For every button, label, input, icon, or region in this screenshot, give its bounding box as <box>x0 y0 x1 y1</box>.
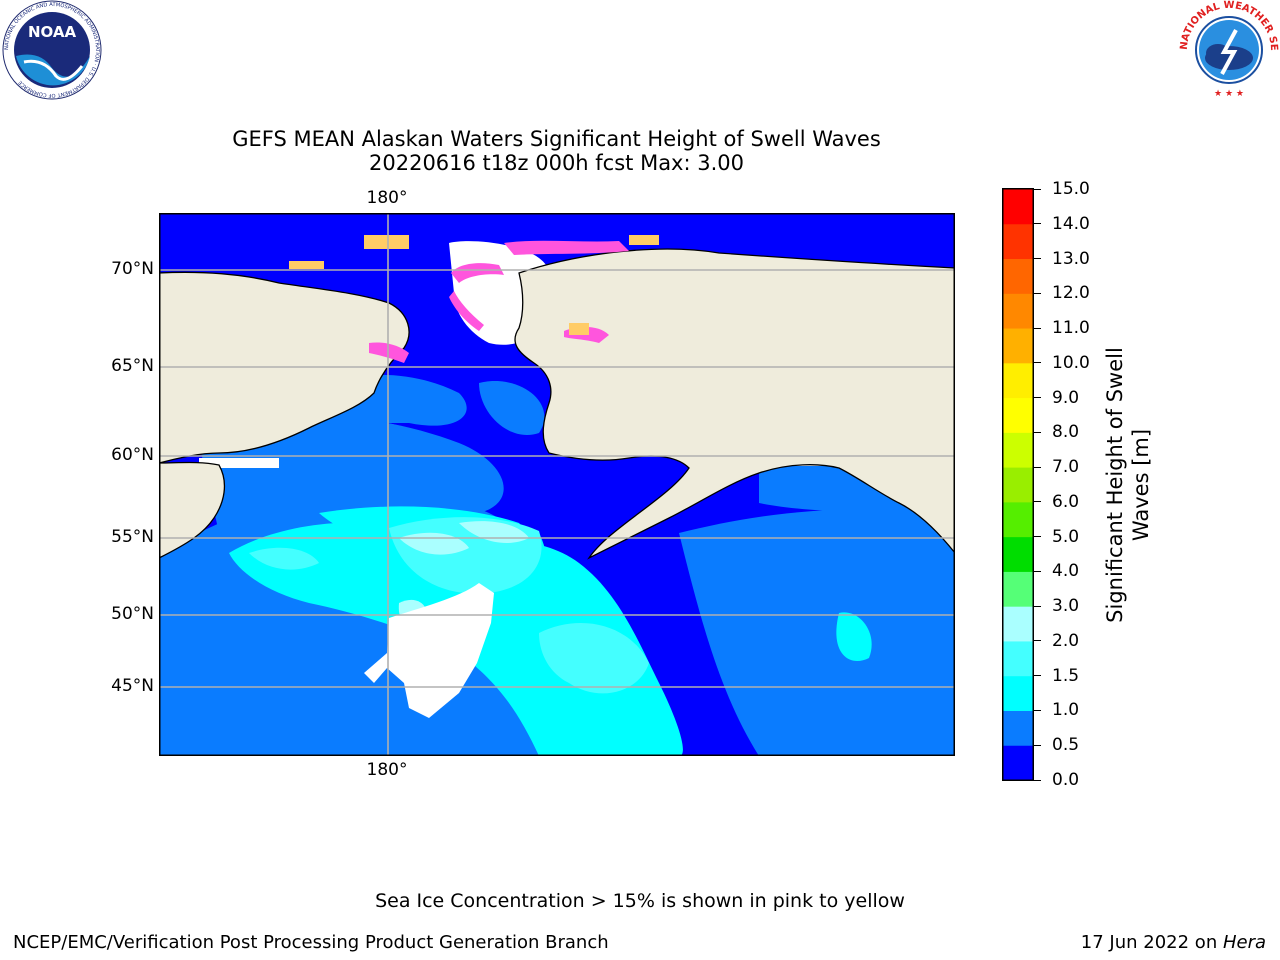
colorbar-tick-mark <box>1034 292 1041 294</box>
colorbar-segment <box>1003 467 1033 503</box>
graticule <box>159 213 955 756</box>
footer-right: 17 Jun 2022 on Hera <box>1081 932 1266 953</box>
lon-label-top: 180° <box>366 188 408 208</box>
colorbar-segment <box>1003 362 1033 399</box>
footer-left: NCEP/EMC/Verification Post Processing Pr… <box>13 932 609 953</box>
lat-label: 60°N <box>111 445 154 465</box>
title-line-1: GEFS MEAN Alaskan Waters Significant Hei… <box>232 127 881 151</box>
colorbar-tick-mark <box>1034 466 1041 468</box>
colorbar-segment <box>1003 223 1033 260</box>
map-frame <box>159 213 955 756</box>
colorbar-tick-label: 12.0 <box>1052 283 1090 304</box>
colorbar-tick-mark <box>1034 258 1041 260</box>
lat-label: 50°N <box>111 604 154 624</box>
colorbar-tick-label: 15.0 <box>1052 179 1090 199</box>
colorbar-tick-label: 11.0 <box>1052 318 1090 339</box>
colorbar-tick-label: 3.0 <box>1052 596 1080 617</box>
footer-host: Hera <box>1222 932 1266 953</box>
colorbar-frame <box>1002 188 1034 781</box>
colorbar-tick-label: 9.0 <box>1052 387 1080 408</box>
colorbar-tick-mark <box>1034 362 1041 364</box>
colorbar-segment <box>1003 328 1033 364</box>
colorbar-segment <box>1003 536 1033 572</box>
colorbar-tick-label: 2.0 <box>1052 630 1080 651</box>
colorbar-tick-mark <box>1034 501 1041 503</box>
colorbar-tick-label: 0.0 <box>1052 770 1080 790</box>
lon-label-bottom: 180° <box>366 760 408 780</box>
colorbar-tick-mark <box>1034 327 1041 329</box>
colorbar-segment <box>1003 397 1033 433</box>
colorbar-tick-label: 0.5 <box>1052 735 1080 756</box>
colorbar-segment <box>1003 640 1033 677</box>
colorbar-label: Significant Height of Swell Waves [m] <box>1103 347 1153 623</box>
title-line-2: 20220616 t18z 000h fcst Max: 3.00 <box>369 151 744 175</box>
colorbar-segment <box>1003 675 1033 711</box>
colorbar-tick-label: 13.0 <box>1052 248 1090 269</box>
colorbar-tick-mark <box>1034 675 1041 677</box>
colorbar-segment <box>1003 501 1033 538</box>
colorbar-tick-mark <box>1034 397 1041 399</box>
svg-text:★ ★ ★: ★ ★ ★ <box>1214 89 1244 99</box>
lat-label: 45°N <box>111 676 154 696</box>
lat-label: 70°N <box>111 259 154 279</box>
colorbar-segment <box>1003 710 1033 746</box>
colorbar-tick-mark <box>1034 431 1041 433</box>
colorbar-segment <box>1003 258 1033 294</box>
colorbar-tick-label: 6.0 <box>1052 491 1080 512</box>
colorbar-tick-mark <box>1034 744 1041 746</box>
footer-note: Sea Ice Concentration > 15% is shown in … <box>375 890 905 912</box>
sea-ice-yellow <box>289 235 659 335</box>
colorbar-tick-mark <box>1034 188 1041 190</box>
colorbar-segment <box>1003 745 1033 781</box>
colorbar-tick-mark <box>1034 536 1041 538</box>
chart-title: GEFS MEAN Alaskan Waters Significant Hei… <box>0 127 1113 175</box>
swell-height-map <box>158 213 956 756</box>
nws-logo: NATIONAL WEATHER SERVICE ★ ★ ★ <box>1174 0 1280 100</box>
colorbar-tick-mark <box>1034 570 1041 572</box>
noaa-logo: NOAA NATIONAL OCEANIC AND ATMOSPHERIC AD… <box>0 0 104 100</box>
colorbar-tick-label: 5.0 <box>1052 526 1080 547</box>
colorbar-segment <box>1003 571 1033 607</box>
colorbar-tick-label: 1.5 <box>1052 665 1080 686</box>
colorbar-tick-label: 8.0 <box>1052 422 1080 443</box>
colorbar-tick-mark <box>1034 709 1041 711</box>
lat-label: 65°N <box>111 356 154 376</box>
colorbar-tick-label: 4.0 <box>1052 561 1080 582</box>
colorbar-segment <box>1003 189 1033 225</box>
colorbar-tick-label: 10.0 <box>1052 352 1090 373</box>
colorbar-tick-label: 1.0 <box>1052 700 1080 721</box>
colorbar-tick-mark <box>1034 640 1041 642</box>
colorbar-tick-mark <box>1034 223 1041 225</box>
colorbar-tick-label: 7.0 <box>1052 457 1080 478</box>
colorbar-tick-mark <box>1034 779 1041 781</box>
lat-label: 55°N <box>111 527 154 547</box>
colorbar <box>1002 188 1034 781</box>
noaa-logo-text: NOAA <box>28 23 77 41</box>
colorbar-segment <box>1003 293 1033 329</box>
colorbar-segment <box>1003 606 1033 642</box>
colorbar-segment <box>1003 432 1033 468</box>
colorbar-tick-mark <box>1034 605 1041 607</box>
colorbar-tick-label: 14.0 <box>1052 213 1090 234</box>
footer-date: 17 Jun 2022 on <box>1080 932 1223 953</box>
